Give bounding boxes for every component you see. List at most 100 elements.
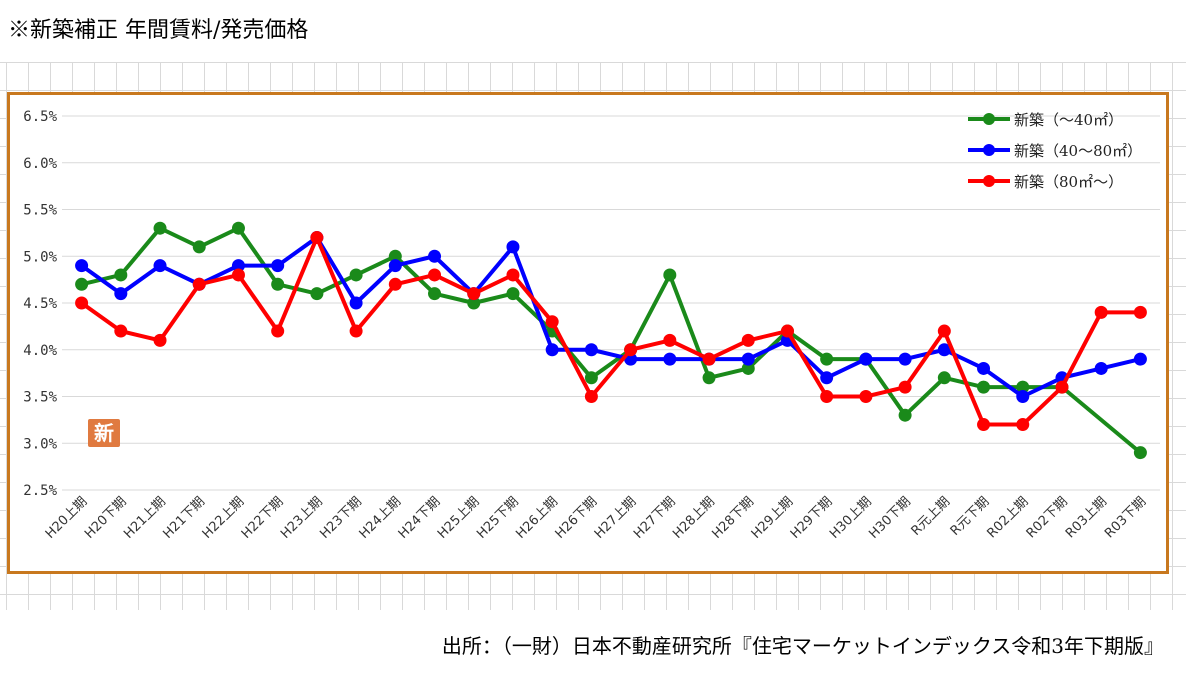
legend-item-2: 新築（40～80㎡） [968, 142, 1142, 160]
legend-marker [983, 175, 995, 187]
data-point [741, 352, 755, 366]
data-point [428, 249, 442, 263]
data-point [741, 361, 755, 375]
page-title: ※新築補正 年間賃料/発売価格 [8, 18, 309, 43]
x-tick-label: H26上期 [513, 494, 561, 542]
data-point [859, 352, 873, 366]
data-point [506, 240, 520, 254]
x-tick-label: H23下期 [317, 494, 365, 542]
x-tick-label: H25上期 [435, 494, 483, 542]
data-point [467, 287, 481, 301]
data-point [741, 333, 755, 347]
legend-marker [983, 144, 995, 156]
line-chart: 6.5% 6.0% 5.5% 5.0% 4.5% 4.0% 3.5% 3.0% 2.5% H20… [23, 109, 1160, 542]
data-point [898, 408, 912, 422]
data-point [780, 324, 794, 338]
data-point [820, 390, 834, 403]
data-point [545, 315, 559, 329]
data-point [506, 287, 520, 301]
data-point [388, 277, 402, 291]
series-3 [75, 231, 1147, 432]
x-tick-label: H22上期 [200, 494, 248, 542]
x-tick-label: H23上期 [278, 494, 326, 542]
x-tick-label: H21下期 [160, 494, 208, 542]
data-point [192, 277, 206, 291]
data-point [310, 287, 324, 301]
data-point [977, 418, 991, 432]
data-point [977, 361, 991, 375]
x-tick-label: H24上期 [357, 494, 405, 542]
data-point [820, 371, 834, 385]
y-tick-label: 5.5% [23, 203, 57, 219]
data-point [114, 324, 128, 338]
legend-item-3: 新築（80㎡～） [968, 173, 1123, 191]
data-point [153, 259, 167, 273]
data-point [388, 249, 402, 263]
data-point [1016, 390, 1030, 403]
data-point [898, 352, 912, 366]
data-point [114, 287, 128, 301]
x-tick-label: H29上期 [749, 494, 797, 542]
series-lines [75, 221, 1147, 460]
data-point [388, 259, 402, 273]
data-point [1016, 418, 1030, 432]
new-badge-icon: 新 [88, 419, 120, 447]
data-point [271, 277, 285, 291]
data-point [898, 380, 912, 394]
data-point [114, 268, 128, 282]
data-point [1016, 380, 1030, 394]
data-point [663, 268, 677, 282]
data-point [75, 296, 89, 310]
data-point [702, 352, 716, 366]
data-point [859, 390, 873, 403]
source-note: 出所：（一財）日本不動産研究所『住宅マーケットインデックス令和3年下期版』 [441, 634, 1164, 658]
x-tick-label: H27下期 [631, 494, 679, 542]
x-tick-label: R03下期 [1102, 494, 1149, 541]
chart-frame[interactable]: 6.5% 6.0% 5.5% 5.0% 4.5% 4.0% 3.5% 3.0% 2.5% H20… [7, 92, 1169, 574]
data-point [663, 333, 677, 347]
grid-lines [62, 115, 1160, 491]
x-tick-label: H20上期 [43, 494, 91, 542]
data-point [153, 333, 167, 347]
y-tick-label: 2.5% [23, 483, 57, 499]
legend: 新築（～40㎡） 新築（40～80㎡） 新築（80㎡～） [968, 111, 1142, 191]
x-tick-label: H29下期 [788, 494, 836, 542]
x-axis-ticks: H20上期H20下期H21上期H21下期H22上期H22下期H23上期H23下期… [43, 494, 1149, 542]
data-point [1055, 380, 1069, 394]
data-point [937, 324, 951, 338]
x-tick-label: R03上期 [1063, 494, 1110, 541]
data-point [977, 380, 991, 394]
x-tick-label: R02上期 [985, 494, 1032, 541]
x-tick-label: H20下期 [82, 494, 130, 542]
data-point [153, 221, 167, 235]
y-tick-label: 3.5% [23, 390, 57, 406]
series-2 [75, 231, 1147, 403]
legend-item-1: 新築（～40㎡） [968, 111, 1123, 129]
data-point [663, 352, 677, 366]
x-tick-label: H26下期 [553, 494, 601, 542]
x-tick-label: H25下期 [474, 494, 522, 542]
x-tick-label: H21上期 [121, 494, 169, 542]
data-point [349, 324, 363, 338]
legend-label: 新築（80㎡～） [1014, 173, 1123, 191]
y-tick-label: 6.5% [23, 109, 57, 125]
data-point [349, 296, 363, 310]
data-point [820, 352, 834, 366]
data-point [192, 240, 206, 254]
data-point [506, 268, 520, 282]
data-point [1094, 361, 1108, 375]
data-point [545, 343, 559, 357]
data-point [1094, 305, 1108, 319]
y-tick-label: 4.5% [23, 296, 57, 312]
legend-label: 新築（40～80㎡） [1014, 142, 1142, 160]
data-point [1133, 305, 1147, 319]
data-point [231, 259, 245, 273]
data-point [428, 268, 442, 282]
y-tick-label: 4.0% [23, 343, 57, 359]
data-point [624, 343, 638, 357]
y-tick-label: 5.0% [23, 249, 57, 265]
data-point [349, 268, 363, 282]
data-point [937, 371, 951, 385]
x-tick-label: H30上期 [827, 494, 875, 542]
x-tick-label: H28上期 [670, 494, 718, 542]
